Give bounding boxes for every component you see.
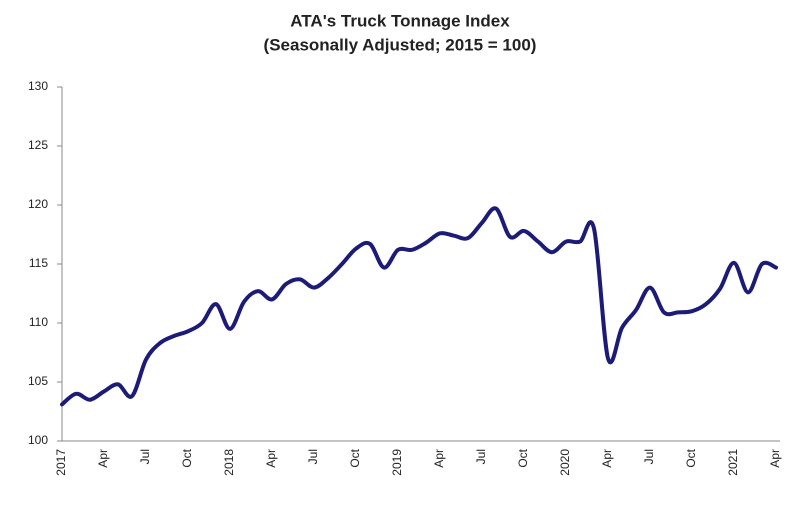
x-tick-label: Apr bbox=[96, 449, 110, 468]
y-tick-label: 105 bbox=[28, 374, 48, 388]
y-tick-label: 100 bbox=[28, 433, 48, 447]
x-tick-label: 2019 bbox=[390, 449, 404, 476]
x-tick-label: Apr bbox=[768, 449, 782, 468]
x-tick-label: 2017 bbox=[54, 449, 68, 476]
x-tick-label: 2021 bbox=[726, 449, 740, 476]
x-tick-label: Jul bbox=[138, 449, 152, 464]
y-tick-label: 125 bbox=[28, 138, 48, 152]
x-tick-label: Oct bbox=[180, 448, 194, 467]
x-tick-label: 2020 bbox=[558, 449, 572, 476]
y-tick-label: 130 bbox=[28, 79, 48, 93]
x-tick-label: Oct bbox=[348, 448, 362, 467]
x-tick-label: Jul bbox=[474, 449, 488, 464]
y-tick-label: 115 bbox=[29, 256, 48, 270]
y-tick-label: 110 bbox=[29, 315, 48, 329]
x-tick-label: Oct bbox=[684, 448, 698, 467]
x-tick-label: Oct bbox=[516, 448, 530, 467]
x-tick-label: 2018 bbox=[222, 449, 236, 476]
x-tick-label: Jul bbox=[642, 449, 656, 464]
x-tick-label: Apr bbox=[432, 449, 446, 468]
chart-subtitle: (Seasonally Adjusted; 2015 = 100) bbox=[264, 35, 537, 54]
line-series bbox=[60, 206, 778, 407]
x-tick-label: Jul bbox=[306, 449, 320, 464]
chart-title: ATA's Truck Tonnage Index bbox=[290, 11, 510, 30]
x-tick-label: Apr bbox=[600, 449, 614, 468]
y-tick-label: 120 bbox=[28, 197, 48, 211]
x-tick-label: Apr bbox=[264, 449, 278, 468]
